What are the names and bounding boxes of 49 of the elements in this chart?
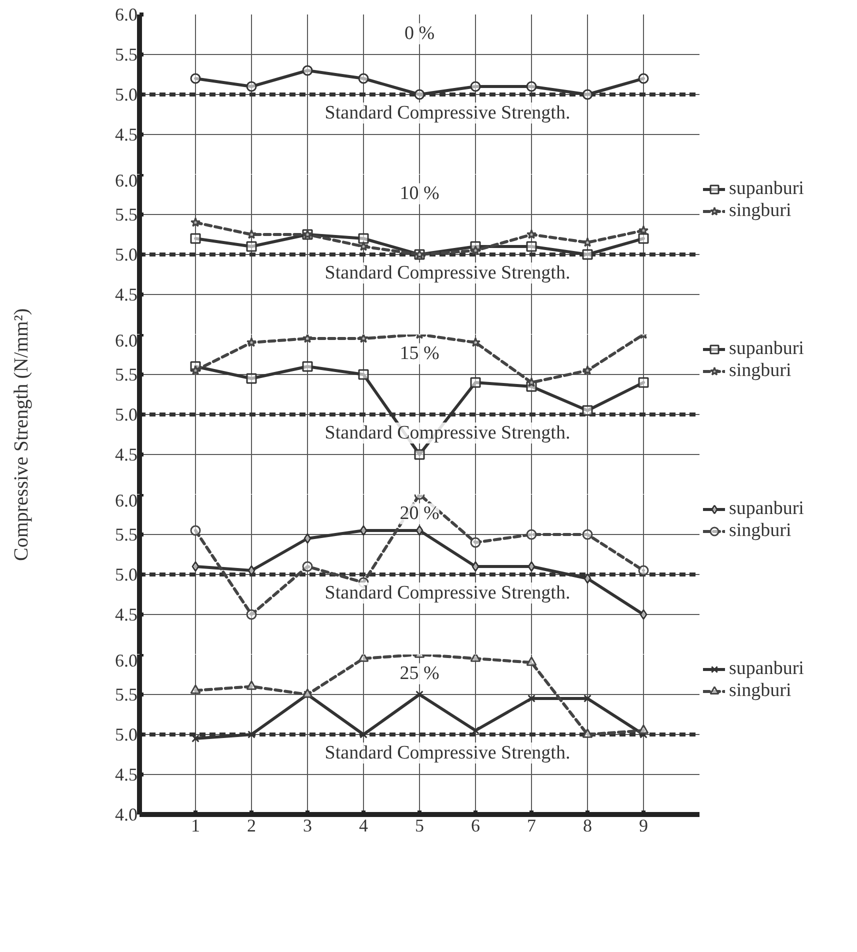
legend-label: supanburi [729, 338, 804, 360]
legend-label: supanburi [729, 498, 804, 520]
y-tick-label: 6.0 [115, 490, 138, 510]
y-tick-label: 5.0 [115, 724, 138, 744]
y-tick-label: 5.5 [115, 44, 138, 64]
y-tick-label: 4.5 [115, 444, 138, 464]
y-axis-title: Compressive Strength (N/mm²) [10, 308, 34, 562]
y-tick-label: 4.5 [115, 124, 138, 144]
x-tick-label: 4 [359, 816, 368, 836]
y-tick-label: 5.0 [115, 564, 138, 584]
y-tick-label: 6.0 [115, 330, 138, 350]
y-tick-label: 6.0 [115, 650, 138, 670]
ref-line-label: Standard Compressive Strength. [324, 742, 570, 764]
x-tick-label: 2 [247, 816, 256, 836]
ref-line-label: Standard Compressive Strength. [324, 102, 570, 124]
annotation: 20 % [400, 503, 440, 524]
legend-label: singburi [729, 680, 792, 702]
legend-label: supanburi [729, 658, 804, 680]
x-tick-label: 1 [191, 816, 200, 836]
ref-line-label: Standard Compressive Strength. [324, 262, 570, 284]
legend-label: supanburi [729, 178, 804, 200]
annotation: 0 % [404, 23, 435, 44]
y-tick-label: 5.5 [115, 364, 138, 384]
y-tick-label: 5.5 [115, 684, 138, 704]
legend-label: singburi [729, 360, 792, 382]
ref-line-label: Standard Compressive Strength. [324, 582, 570, 604]
legend-label: singburi [729, 520, 792, 542]
x-tick-label: 8 [583, 816, 592, 836]
y-tick-label: 5.5 [115, 204, 138, 224]
y-tick-label: 5.0 [115, 244, 138, 264]
x-tick-label: 6 [471, 816, 480, 836]
annotation: 10 % [400, 183, 440, 204]
y-tick-label: 4.5 [115, 764, 138, 784]
y-tick-label: 6.0 [115, 4, 138, 24]
y-tick-label: 4.5 [115, 604, 138, 624]
x-tick-label: 5 [415, 816, 424, 836]
legend-label: singburi [729, 200, 792, 222]
y-tick-label: 4.0 [115, 804, 138, 824]
y-tick-label: 4.5 [115, 284, 138, 304]
y-tick-label: 5.0 [115, 84, 138, 104]
x-tick-label: 7 [527, 816, 536, 836]
y-tick-label: 5.0 [115, 404, 138, 424]
annotation: 15 % [400, 343, 440, 364]
y-tick-label: 6.0 [115, 170, 138, 190]
x-tick-label: 9 [639, 816, 648, 836]
x-tick-label: 3 [303, 816, 312, 836]
y-tick-label: 5.5 [115, 524, 138, 544]
annotation: 25 % [400, 663, 440, 684]
ref-line-label: Standard Compressive Strength. [324, 422, 570, 444]
